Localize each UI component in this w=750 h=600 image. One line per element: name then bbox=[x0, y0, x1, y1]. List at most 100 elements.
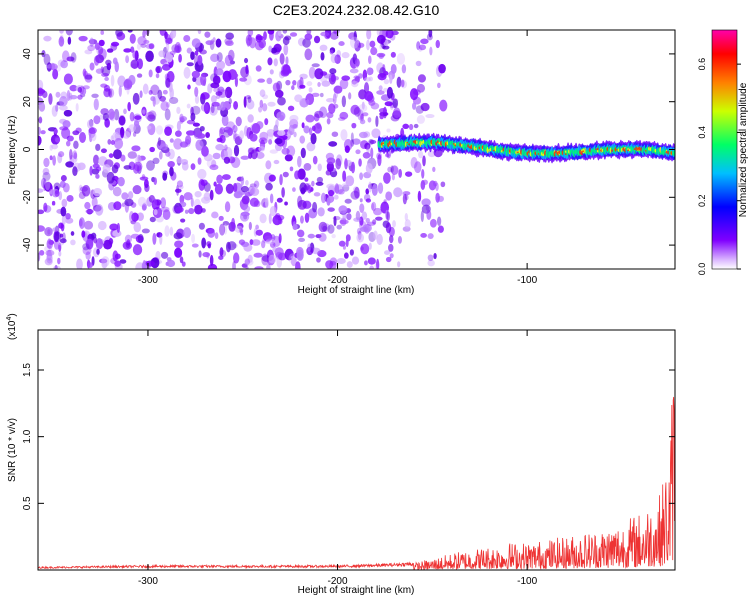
heatmap-cell bbox=[155, 73, 160, 79]
heatmap-cell bbox=[77, 94, 83, 100]
y-tick-label: 40 bbox=[22, 48, 33, 60]
heatmap-cell bbox=[404, 213, 408, 222]
heatmap-cell bbox=[350, 104, 360, 115]
heatmap-cell bbox=[364, 90, 374, 102]
heatmap-cell bbox=[378, 108, 387, 114]
heatmap-cell bbox=[173, 232, 183, 240]
heatmap-cell bbox=[355, 149, 361, 155]
heatmap-cell bbox=[107, 139, 112, 145]
heatmap-cell bbox=[38, 209, 45, 215]
heatmap-cell bbox=[198, 250, 202, 258]
heatmap-cell bbox=[141, 174, 146, 179]
heatmap-cell bbox=[174, 130, 182, 137]
heatmap-cell bbox=[141, 203, 147, 211]
heatmap-cell bbox=[65, 161, 75, 168]
heatmap-cell bbox=[100, 30, 105, 35]
heatmap-cell bbox=[333, 194, 339, 200]
heatmap-cell bbox=[233, 252, 240, 264]
heatmap-cell bbox=[127, 101, 131, 112]
heatmap-cell bbox=[83, 220, 94, 230]
heatmap-cell bbox=[223, 223, 228, 235]
heatmap-cell bbox=[426, 33, 433, 41]
heatmap-cell bbox=[58, 95, 68, 107]
heatmap-cell bbox=[296, 249, 304, 261]
heatmap-cell bbox=[408, 123, 414, 131]
heatmap-cell bbox=[52, 227, 59, 232]
heatmap-cell bbox=[153, 177, 158, 185]
snr-y-label: SNR (10 * v/v) bbox=[7, 418, 18, 482]
heatmap-cell bbox=[389, 74, 393, 85]
heatmap-cell bbox=[202, 252, 211, 258]
heatmap-cell bbox=[342, 245, 346, 250]
heatmap-cell bbox=[339, 78, 349, 90]
heatmap-cell bbox=[146, 160, 155, 171]
heatmap-cell bbox=[167, 148, 175, 160]
heatmap-cell bbox=[140, 43, 147, 48]
heatmap-cell bbox=[307, 243, 312, 252]
heatmap-cell bbox=[160, 197, 167, 209]
heatmap-cell bbox=[244, 258, 254, 266]
heatmap-cell bbox=[89, 62, 95, 71]
heatmap-cell bbox=[136, 212, 144, 221]
heatmap-cell bbox=[63, 109, 73, 117]
heatmap-cell bbox=[123, 165, 132, 170]
heatmap-cell bbox=[316, 176, 324, 183]
heatmap-cell bbox=[412, 102, 417, 110]
heatmap-cell bbox=[108, 108, 115, 120]
heatmap-cell bbox=[102, 164, 111, 173]
snr-x-label: Height of straight line (km) bbox=[298, 585, 415, 596]
heatmap-cell bbox=[219, 223, 226, 236]
heatmap-cell bbox=[391, 173, 395, 181]
heatmap-cell bbox=[76, 258, 83, 269]
heatmap-cell bbox=[289, 166, 294, 172]
heatmap-cell bbox=[125, 241, 131, 249]
snr-x-axis: -300 -200 -100 bbox=[138, 330, 538, 587]
heatmap-cell bbox=[283, 43, 289, 56]
heatmap-cell bbox=[40, 130, 46, 135]
heatmap-cell bbox=[207, 263, 218, 269]
heatmap-cell bbox=[204, 31, 211, 38]
heatmap-cell bbox=[368, 138, 374, 145]
heatmap-cell bbox=[68, 92, 73, 101]
heatmap-cell bbox=[385, 191, 393, 201]
heatmap-cell bbox=[432, 166, 436, 172]
heatmap-cell bbox=[386, 86, 393, 99]
heatmap-cell bbox=[79, 131, 87, 144]
heatmap-cell bbox=[302, 38, 311, 48]
heatmap-cell bbox=[358, 158, 362, 167]
heatmap-cell bbox=[44, 179, 51, 191]
heatmap-cell bbox=[228, 49, 235, 62]
heatmap-cell bbox=[400, 79, 405, 88]
heatmap-cell bbox=[209, 164, 219, 171]
y-tick-label: 1.0 bbox=[22, 429, 33, 443]
heatmap-cell bbox=[158, 151, 163, 160]
heatmap-cell bbox=[313, 123, 322, 134]
heatmap-cell bbox=[157, 137, 161, 146]
heatmap-cell bbox=[275, 119, 279, 128]
heatmap-cell bbox=[227, 127, 234, 137]
heatmap-cell bbox=[94, 42, 100, 51]
heatmap-cell bbox=[389, 253, 394, 259]
heatmap-cell bbox=[266, 263, 271, 269]
heatmap-cell bbox=[368, 99, 376, 106]
heatmap-cell bbox=[110, 140, 116, 145]
heatmap-cell bbox=[261, 240, 266, 249]
heatmap-cell bbox=[300, 215, 304, 224]
heatmap-cell bbox=[123, 108, 127, 115]
heatmap-cell bbox=[120, 154, 126, 162]
heatmap-cell bbox=[91, 196, 98, 208]
heatmap-cell bbox=[88, 127, 97, 135]
heatmap-cell bbox=[152, 95, 161, 105]
heatmap-cell bbox=[312, 155, 318, 165]
heatmap-cell bbox=[87, 119, 94, 129]
heatmap-cell bbox=[174, 188, 182, 193]
heatmap-cell bbox=[72, 130, 80, 136]
heatmap-cell bbox=[255, 229, 263, 236]
heatmap-cell bbox=[224, 54, 234, 67]
heatmap-cell bbox=[286, 145, 296, 157]
heatmap-cell bbox=[326, 183, 336, 190]
heatmap-cell bbox=[95, 173, 100, 179]
heatmap-cell bbox=[361, 101, 365, 110]
heatmap-cell bbox=[212, 75, 221, 85]
heatmap-cell bbox=[267, 30, 275, 35]
